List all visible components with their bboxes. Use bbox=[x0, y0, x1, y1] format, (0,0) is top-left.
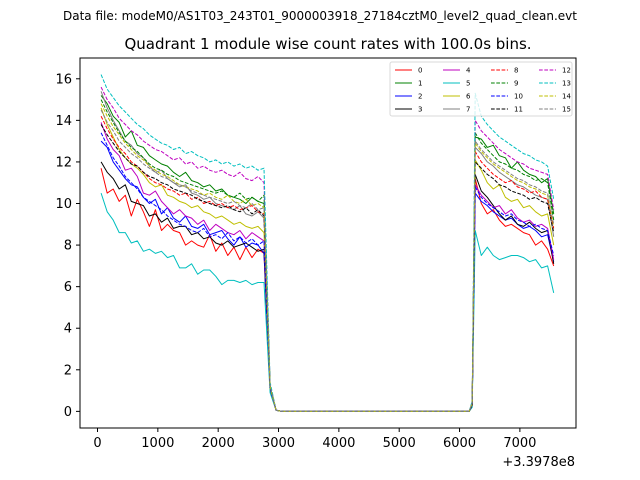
x-tick-label: 1000 bbox=[141, 436, 174, 451]
legend-label-0: 0 bbox=[418, 67, 422, 75]
plot-area bbox=[100, 74, 555, 412]
series-line-6 bbox=[100, 107, 555, 412]
x-tick-label: 0 bbox=[93, 436, 101, 451]
axes-frame bbox=[79, 57, 577, 429]
legend-label-10: 10 bbox=[514, 93, 523, 101]
x-tick-label: 6000 bbox=[443, 436, 476, 451]
x-tick-label: 3000 bbox=[262, 436, 295, 451]
legend-label-12: 12 bbox=[562, 67, 571, 75]
legend-box bbox=[389, 61, 573, 117]
series-line-12 bbox=[100, 86, 555, 412]
axis-ticks: 0 1000 2000 3000 4000 5000 6000 700002468101214… bbox=[55, 72, 536, 451]
x-tick-label: 4000 bbox=[322, 436, 355, 451]
y-tick-label: 2 bbox=[64, 363, 72, 378]
data-file-caption: Data file: modeM0/AS1T03_243T01_90000039… bbox=[63, 9, 577, 23]
y-tick-label: 14 bbox=[55, 114, 72, 129]
series-line-15 bbox=[100, 109, 555, 412]
legend-label-8: 8 bbox=[514, 67, 518, 75]
series-line-1 bbox=[100, 95, 555, 412]
y-tick-label: 8 bbox=[64, 239, 72, 254]
series-line-14 bbox=[100, 103, 555, 412]
series-line-11 bbox=[100, 124, 555, 412]
legend-label-7: 7 bbox=[466, 106, 470, 114]
y-tick-label: 10 bbox=[55, 197, 72, 212]
legend-label-6: 6 bbox=[466, 93, 471, 101]
legend-label-9: 9 bbox=[514, 80, 518, 88]
series-line-3 bbox=[100, 161, 555, 412]
y-tick-label: 4 bbox=[64, 322, 72, 337]
y-tick-label: 16 bbox=[55, 72, 72, 87]
legend-label-15: 15 bbox=[562, 106, 571, 114]
series-line-5 bbox=[100, 192, 555, 412]
legend-label-11: 11 bbox=[514, 106, 523, 114]
x-offset-label: +3.3978e8 bbox=[502, 455, 575, 470]
series-line-4 bbox=[100, 122, 555, 412]
x-tick-label: 2000 bbox=[202, 436, 235, 451]
legend-label-4: 4 bbox=[466, 67, 471, 75]
legend-label-1: 1 bbox=[418, 80, 422, 88]
legend-label-3: 3 bbox=[418, 106, 422, 114]
legend-label-2: 2 bbox=[418, 93, 422, 101]
series-line-9 bbox=[100, 99, 555, 412]
series-line-13 bbox=[100, 74, 555, 412]
series-line-2 bbox=[100, 140, 555, 412]
x-tick-label: 5000 bbox=[383, 436, 416, 451]
y-tick-label: 6 bbox=[64, 280, 72, 295]
series-line-0 bbox=[100, 168, 555, 412]
series-line-10 bbox=[100, 132, 555, 412]
y-tick-label: 0 bbox=[64, 405, 72, 420]
x-tick-label: 7000 bbox=[503, 436, 536, 451]
legend-label-14: 14 bbox=[562, 93, 571, 101]
chart-title: Quadrant 1 module wise count rates with … bbox=[124, 35, 531, 53]
y-tick-label: 12 bbox=[55, 155, 72, 170]
series-line-8 bbox=[100, 115, 555, 412]
legend-label-5: 5 bbox=[466, 80, 470, 88]
legend-label-13: 13 bbox=[562, 80, 571, 88]
